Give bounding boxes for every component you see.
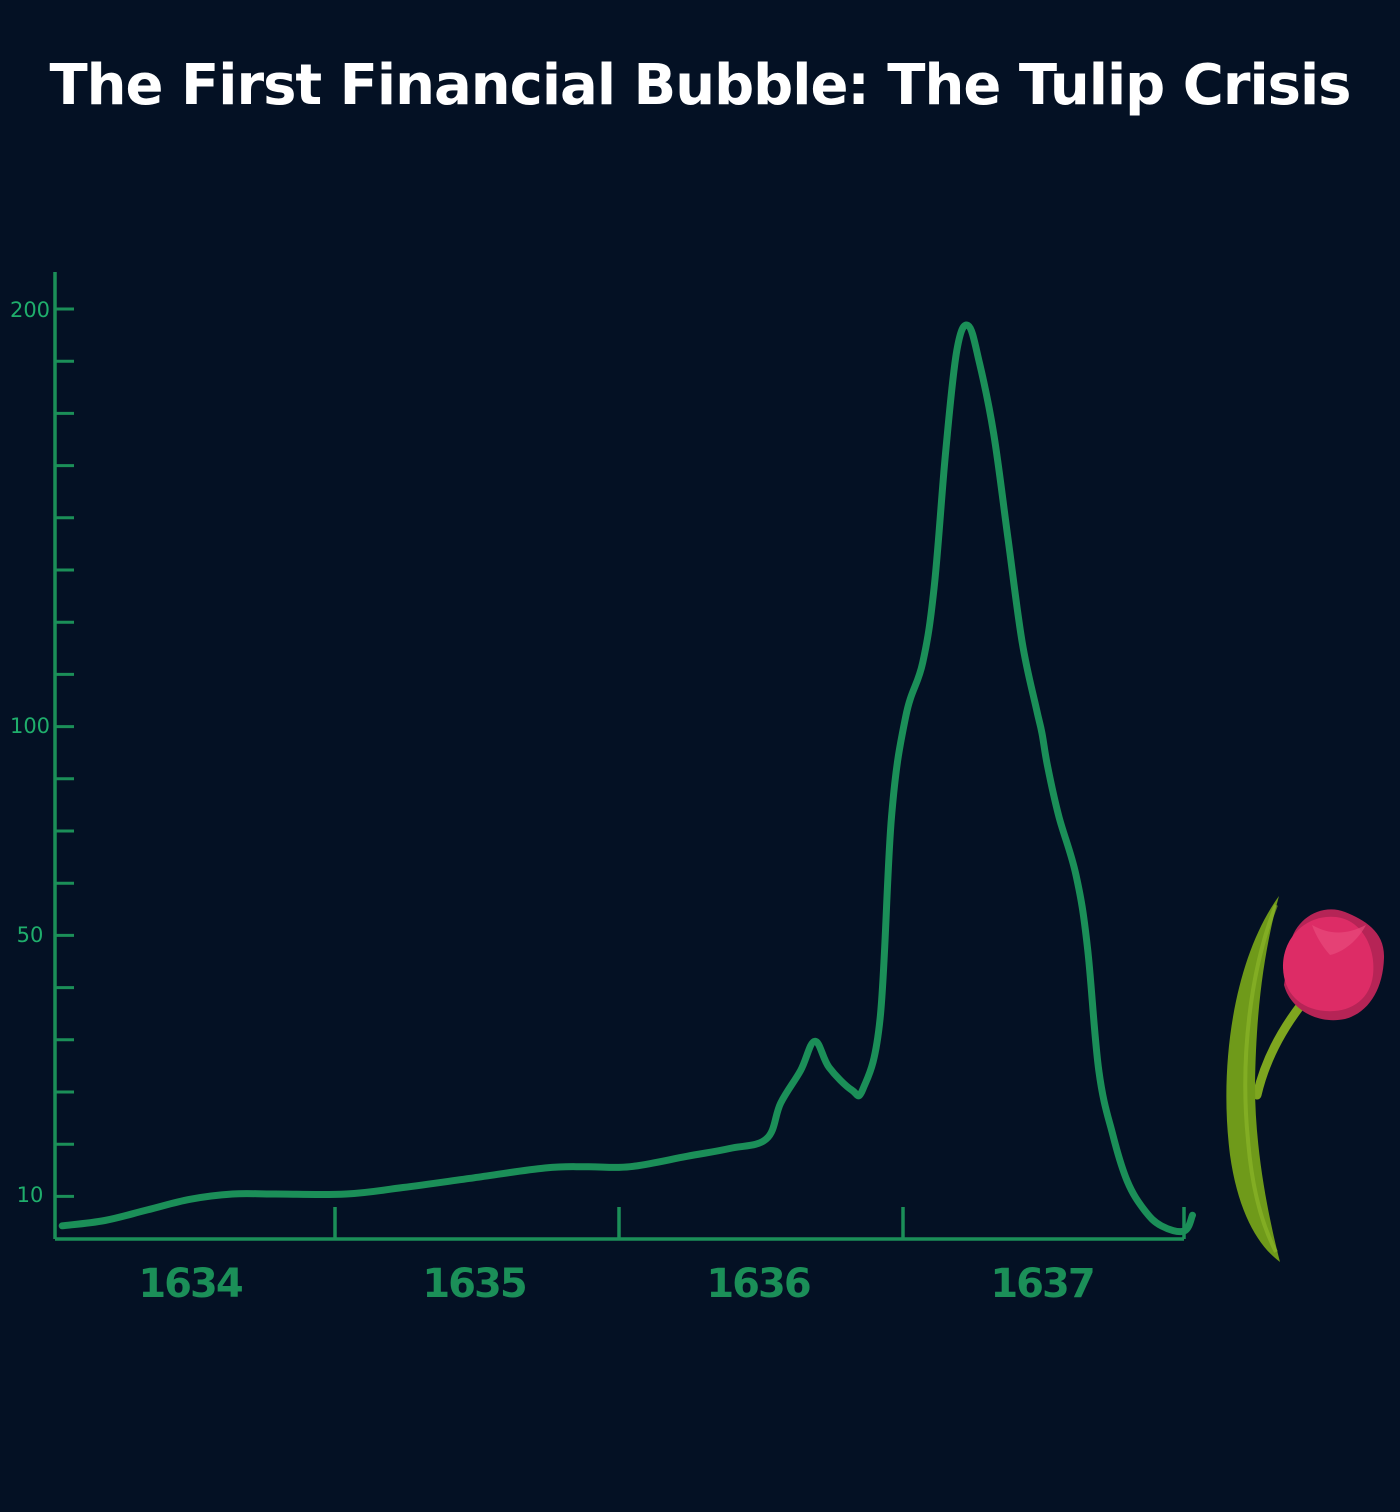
x-tick-label: 1636 [706, 1261, 809, 1307]
y-tick-label: 10 [17, 1183, 44, 1207]
chart-tick-labels: 10 50 100 200 1634 1635 1636 1637 [10, 298, 1096, 1307]
y-tick-label: 100 [10, 714, 50, 738]
x-tick-label: 1637 [990, 1261, 1093, 1307]
chart-series [58, 321, 1196, 1236]
tulip-icon [1226, 896, 1385, 1262]
price-line [58, 321, 1196, 1236]
x-tick-label: 1635 [422, 1261, 525, 1307]
y-tick-label: 50 [17, 923, 44, 947]
y-tick-label: 200 [10, 298, 50, 322]
chart-axes [53, 272, 1186, 1241]
x-tick-label: 1634 [138, 1261, 241, 1307]
page-title: The First Financial Bubble: The Tulip Cr… [49, 53, 1351, 118]
chart-ticks [55, 307, 905, 1239]
